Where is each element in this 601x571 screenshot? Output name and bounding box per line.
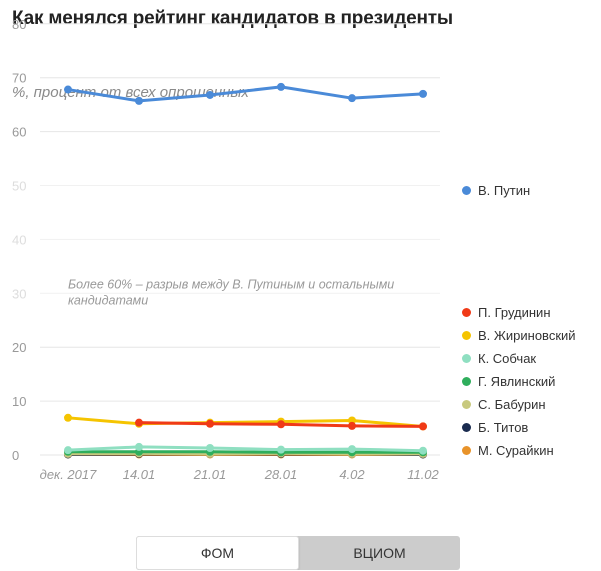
series-1-point-2 — [206, 419, 214, 428]
y-tick-label-20: 20 — [12, 340, 26, 355]
legend-swatch-7 — [462, 446, 471, 455]
legend-label-4: Г. Явлинский — [478, 374, 556, 389]
legend-label-5: С. Бабурин — [478, 397, 546, 412]
line-chart: 0 10 20 60 70 80 30 40 50 дек. 2017 14.01 21.01 28.0… — [12, 17, 440, 482]
series-0-point-4 — [348, 94, 356, 103]
legend-label-6: Б. Титов — [478, 420, 529, 435]
y-tick-label-70: 70 — [12, 71, 26, 86]
series-0-point-0 — [64, 85, 72, 94]
x-tick-label-5: 11.02 — [407, 467, 439, 482]
legend-label-3: К. Собчак — [478, 351, 537, 366]
legend-label-7: М. Сурайкин — [478, 443, 554, 458]
annotation-line-2: кандидатами — [68, 294, 148, 308]
series-1-point-3 — [277, 420, 285, 429]
legend-swatch-3 — [462, 354, 471, 363]
series-0-point-3 — [277, 82, 285, 91]
legend-item-0: В. Путин — [462, 183, 530, 198]
legend-swatch-0 — [462, 186, 471, 195]
series-3-point-2 — [206, 443, 214, 452]
legend-item-3: К. Собчак — [462, 351, 536, 366]
legend-label-0: В. Путин — [478, 183, 531, 198]
series-3-point-3 — [277, 445, 285, 454]
x-tick-label-1: 14.01 — [123, 467, 156, 482]
series-3-line — [66, 445, 425, 453]
series-3-point-1 — [135, 442, 143, 451]
series-1-point-5 — [419, 422, 427, 431]
legend-item-4: Г. Явлинский — [462, 374, 555, 389]
y-tick-label-60: 60 — [12, 125, 26, 140]
y-tick-label-30: 30 — [12, 286, 26, 301]
y-tick-label-10: 10 — [12, 394, 26, 409]
legend-swatch-2 — [462, 331, 471, 340]
x-tick-label-3: 28.01 — [264, 467, 298, 482]
series-1-point-4 — [348, 421, 356, 430]
legend-label-2: В. Жириновский — [478, 328, 576, 343]
x-tick-label-4: 4.02 — [339, 467, 365, 482]
legend-item-6: Б. Титов — [462, 420, 528, 435]
series-0-point-2 — [206, 90, 214, 99]
legend-swatch-4 — [462, 377, 471, 386]
legend-label-1: П. Грудинин — [478, 305, 551, 320]
series-0-line — [66, 85, 425, 103]
series-0-point-5 — [419, 89, 427, 98]
series-4-line — [66, 450, 425, 454]
series-2-line — [66, 416, 425, 428]
series-5-line — [66, 451, 425, 456]
series-0-point-1 — [135, 96, 143, 105]
legend-swatch-1 — [462, 308, 471, 317]
poll-source-toggle[interactable]: ФОМ ВЦИОМ — [136, 536, 460, 570]
series-3-point-0 — [64, 446, 72, 455]
legend-item-2: В. Жириновский — [462, 328, 576, 343]
y-tick-label-80: 80 — [12, 17, 26, 32]
y-tick-label-0: 0 — [12, 448, 19, 463]
y-tick-label-40: 40 — [12, 232, 26, 247]
series-3-point-4 — [348, 445, 356, 454]
series-1-point-1 — [135, 418, 143, 427]
legend-item-1: П. Грудинин — [462, 305, 551, 320]
chart-legend: В. Путин П. Грудинин В. Жириновский К. Собч… — [462, 0, 601, 571]
annotation-line-1: Более 60% – разрыв между В. Путиным и ос… — [68, 278, 394, 292]
x-tick-label-2: 21.01 — [193, 467, 227, 482]
legend-swatch-6 — [462, 423, 471, 432]
series-2-point-0 — [64, 413, 72, 422]
legend-item-7: М. Сурайкин — [462, 443, 554, 458]
toggle-fom-button[interactable]: ФОМ — [136, 536, 299, 570]
legend-swatch-5 — [462, 400, 471, 409]
legend-item-5: С. Бабурин — [462, 397, 546, 412]
series-3-point-5 — [419, 446, 427, 455]
toggle-vciom-button[interactable]: ВЦИОМ — [353, 545, 406, 561]
y-tick-label-50: 50 — [12, 179, 26, 194]
x-tick-label-0: дек. 2017 — [40, 467, 97, 482]
